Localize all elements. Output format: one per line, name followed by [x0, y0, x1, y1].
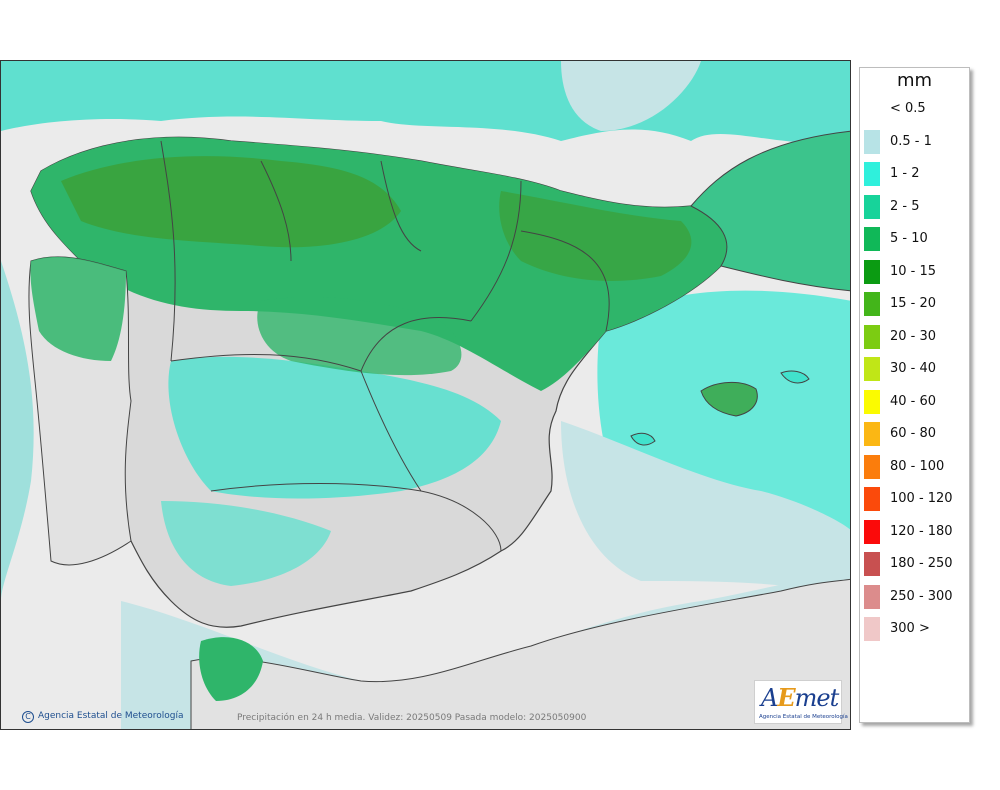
sea-zone-north-light — [561, 61, 701, 131]
credit-text: Agencia Estatal de Meteorología — [38, 711, 184, 721]
legend-item: 40 - 60 — [864, 389, 964, 416]
legend-item: 120 - 180 — [864, 519, 964, 546]
legend-item: 1 - 2 — [864, 162, 964, 188]
legend-label: 5 - 10 — [890, 231, 928, 246]
legend-item: 30 - 40 — [864, 357, 964, 383]
logo-wordmark: AEmet — [761, 683, 839, 712]
legend-item: < 0.5 — [864, 97, 964, 123]
aemet-logo: AEmet Agencia Estatal de Meteorología — [754, 680, 848, 724]
legend-label: 120 - 180 — [890, 523, 953, 539]
legend-swatch — [864, 324, 880, 349]
land-menorca — [780, 370, 810, 384]
region-borders — [160, 140, 610, 552]
legend-swatch — [864, 259, 880, 284]
legend-swatch — [864, 227, 880, 251]
legend-label: < 0.5 — [890, 101, 926, 116]
legend-swatch — [864, 584, 880, 609]
legend-label: 20 - 30 — [890, 328, 937, 344]
sea-zone-atlantic — [1, 261, 34, 601]
legend-item: 180 - 250 — [864, 552, 964, 578]
legend-unit: mm — [896, 70, 933, 91]
copyright-credit: C Agencia Estatal de Meteorología — [22, 711, 184, 723]
legend-item: 300 > — [864, 617, 964, 643]
legend-item: 2 - 5 — [864, 194, 964, 221]
legend-item: 60 - 80 — [864, 422, 964, 448]
legend-swatch — [864, 422, 880, 446]
legend-label: 15 - 20 — [890, 296, 937, 311]
map-canvas — [1, 61, 850, 729]
legend-swatch — [864, 552, 880, 576]
rain-portugal-north — [30, 256, 127, 361]
legend-swatch — [864, 194, 880, 219]
legend-swatch — [864, 97, 880, 121]
legend-label: 0.5 - 1 — [890, 133, 932, 149]
rain-africa-green — [199, 637, 263, 701]
logo-subtitle: Agencia Estatal de Meteorología — [759, 714, 848, 720]
legend-swatch — [864, 487, 880, 511]
legend-swatch — [864, 617, 880, 641]
map-caption: Precipitación en 24 h media. Validez: 20… — [237, 713, 587, 723]
legend-label: 300 > — [890, 621, 930, 636]
legend-swatch — [864, 454, 880, 479]
legend-swatch — [864, 129, 880, 154]
legend-swatch — [864, 389, 880, 414]
legend-item: 15 - 20 — [864, 292, 964, 318]
legend-label: 100 - 120 — [890, 491, 953, 506]
legend-item: 250 - 300 — [864, 584, 964, 611]
legend-item: 0.5 - 1 — [864, 129, 964, 156]
precipitation-map[interactable] — [0, 60, 851, 730]
legend-label: 60 - 80 — [890, 426, 937, 441]
legend-item: 20 - 30 — [864, 324, 964, 351]
legend-label: 2 - 5 — [890, 198, 920, 214]
rain-south-cyan — [161, 501, 331, 586]
legend-swatch — [864, 357, 880, 381]
legend-label: 10 - 15 — [890, 263, 937, 279]
legend-label: 180 - 250 — [890, 556, 953, 571]
land-mallorca — [700, 382, 758, 417]
legend-item: 100 - 120 — [864, 487, 964, 513]
rain-pyrenees-green — [499, 191, 692, 281]
legend-label: 80 - 100 — [890, 458, 945, 474]
precipitation-legend: mm < 0.5 0.5 - 1 1 - 2 2 - 5 5 - 10 10 - 15 15… — [859, 67, 970, 723]
legend-label: 250 - 300 — [890, 588, 953, 604]
land-africa — [190, 578, 850, 729]
land-france — [690, 130, 850, 292]
rain-center-green — [257, 296, 462, 376]
legend-label: 40 - 60 — [890, 393, 937, 409]
legend-swatch — [864, 519, 880, 544]
legend-label: 1 - 2 — [890, 166, 920, 181]
legend-swatch — [864, 162, 880, 186]
copyright-icon: C — [22, 711, 34, 723]
legend-swatch — [864, 292, 880, 316]
legend-item: 5 - 10 — [864, 227, 964, 253]
legend-item: 10 - 15 — [864, 259, 964, 286]
land-ibiza — [630, 432, 656, 446]
rain-north-darkgreen — [61, 156, 401, 248]
sea-zone-med — [561, 421, 850, 601]
legend-item: 80 - 100 — [864, 454, 964, 481]
rain-center-cyan — [168, 356, 502, 499]
legend-label: 30 - 40 — [890, 361, 937, 376]
